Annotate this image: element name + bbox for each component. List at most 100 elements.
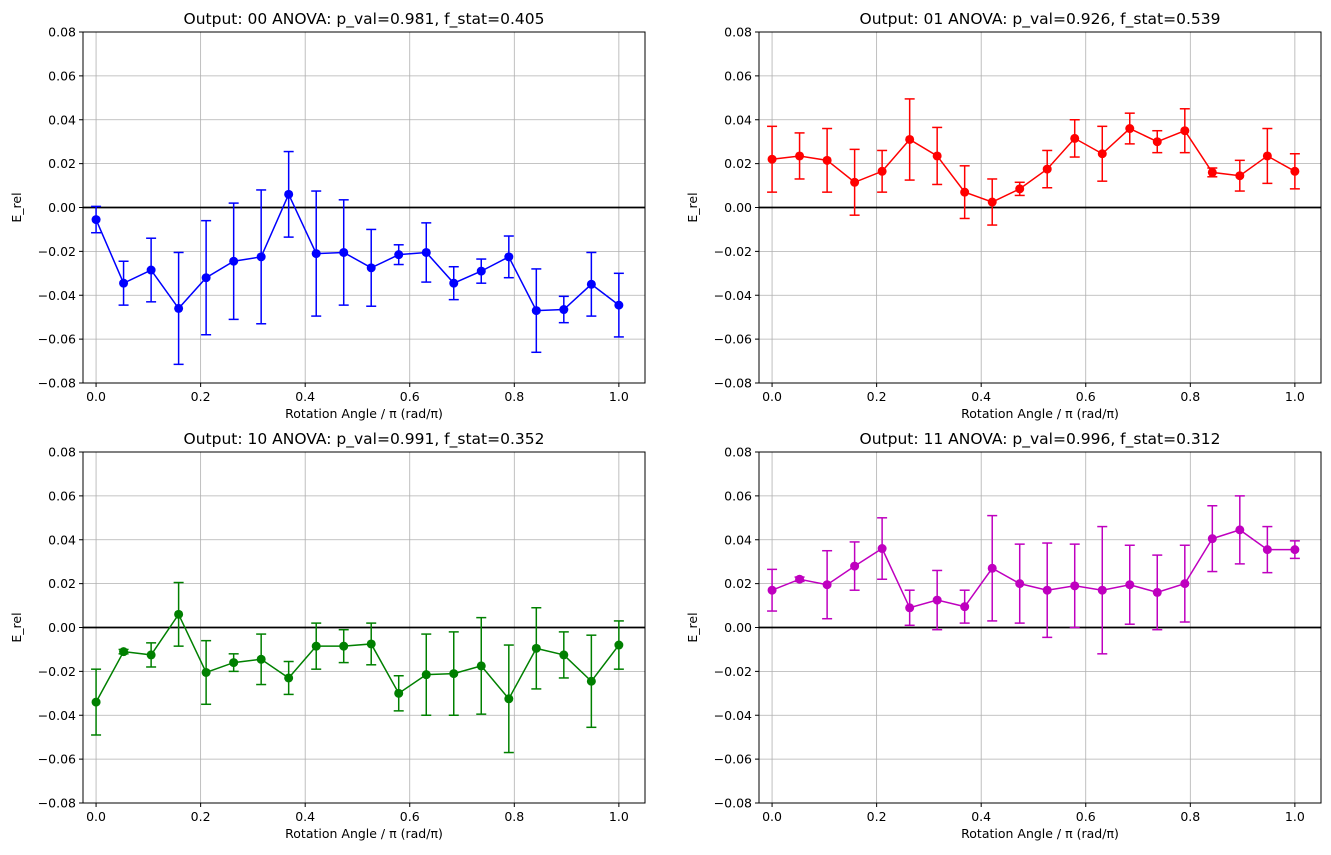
y-tick-label: 0.06 (48, 488, 76, 503)
x-tick-label: 0.6 (1076, 809, 1096, 824)
y-tick-label: 0.02 (48, 576, 76, 591)
data-point (311, 641, 321, 651)
y-axis-label: E_rel (685, 192, 700, 222)
y-tick-label: −0.04 (714, 288, 752, 303)
data-point (1235, 171, 1245, 181)
y-tick-label: 0.04 (724, 112, 752, 127)
data-point (174, 609, 184, 619)
data-point (1262, 545, 1272, 555)
y-tick-label: −0.06 (714, 752, 752, 767)
subplot-title: Output: 01 ANOVA: p_val=0.926, f_stat=0.… (860, 10, 1221, 29)
y-tick-label: −0.02 (714, 244, 752, 259)
y-axis-label: E_rel (685, 612, 700, 642)
data-point (504, 252, 514, 262)
data-point (449, 278, 459, 288)
x-tick-label: 0.2 (191, 809, 211, 824)
y-tick-label: −0.06 (38, 752, 76, 767)
x-tick-label: 0.8 (504, 389, 524, 404)
data-point (229, 658, 239, 668)
series-line (771, 529, 1295, 609)
x-axis-label: Rotation Angle / π (rad/π) (961, 826, 1119, 841)
y-tick-label: −0.06 (714, 332, 752, 347)
data-point (795, 574, 805, 584)
y-tick-label: −0.04 (714, 708, 752, 723)
subplot-title: Output: 00 ANOVA: p_val=0.981, f_stat=0.… (184, 10, 545, 29)
subplot-0: 0.0 0.2 0.4 0.6 0.8 1.0 −0.08 −0.06 −0.04 −0.02 0.… (9, 10, 646, 421)
data-point (311, 249, 321, 259)
data-point (1290, 166, 1300, 176)
subplot-1: 0.0 0.2 0.4 0.6 0.8 1.0 −0.08 −0.06 −0.04 −0.02 0.… (685, 10, 1322, 421)
y-tick-label: 0.00 (48, 200, 76, 215)
data-point (877, 166, 887, 176)
data-point (284, 189, 294, 199)
data-point (366, 639, 376, 649)
subplot-2: 0.0 0.2 0.4 0.6 0.8 1.0 −0.08 −0.06 −0.04 −0.02 0.… (9, 430, 646, 841)
data-point (1125, 580, 1135, 590)
y-axis-label: E_rel (9, 612, 24, 642)
data-point (822, 580, 832, 590)
data-point (284, 673, 294, 683)
data-point (531, 643, 541, 653)
y-tick-label: 0.08 (48, 25, 76, 40)
data-point (586, 279, 596, 289)
data-point (1125, 124, 1135, 134)
y-tick-label: 0.06 (724, 488, 752, 503)
subplot-title: Output: 11 ANOVA: p_val=0.996, f_stat=0.… (860, 430, 1221, 449)
data-point (366, 263, 376, 273)
y-tick-label: 0.04 (48, 112, 76, 127)
data-point (1042, 585, 1052, 595)
x-tick-label: 1.0 (1285, 809, 1305, 824)
x-tick-label: 0.0 (762, 389, 782, 404)
subplot-3: 0.0 0.2 0.4 0.6 0.8 1.0 −0.08 −0.06 −0.04 −0.02 0.… (685, 430, 1322, 841)
y-tick-label: 0.02 (724, 576, 752, 591)
y-tick-label: 0.00 (48, 620, 76, 635)
y-tick-label: −0.06 (38, 332, 76, 347)
y-tick-label: −0.04 (38, 288, 76, 303)
data-point (1152, 137, 1162, 147)
y-tick-label: 0.08 (724, 25, 752, 40)
data-point (987, 563, 997, 573)
data-point (229, 256, 239, 266)
series-line (95, 612, 620, 703)
data-point (987, 197, 997, 207)
y-tick-label: −0.02 (38, 664, 76, 679)
y-tick-label: −0.08 (714, 376, 752, 391)
data-point (146, 650, 156, 660)
data-point (91, 215, 101, 225)
y-tick-label: −0.02 (38, 244, 76, 259)
y-tick-label: −0.08 (714, 796, 752, 811)
data-point (767, 154, 777, 164)
x-axis-label: Rotation Angle / π (rad/π) (285, 826, 443, 841)
data-point (476, 661, 486, 671)
data-point (119, 278, 129, 288)
y-tick-label: −0.08 (38, 796, 76, 811)
data-point (1180, 579, 1190, 589)
data-point (822, 155, 832, 165)
subplot-title: Output: 10 ANOVA: p_val=0.991, f_stat=0.… (184, 430, 545, 449)
data-point (1180, 126, 1190, 136)
x-tick-label: 0.4 (295, 389, 315, 404)
y-tick-label: 0.06 (724, 68, 752, 83)
data-point (201, 273, 211, 283)
data-point (614, 300, 624, 310)
x-tick-label: 0.2 (867, 389, 887, 404)
x-tick-label: 0.6 (400, 389, 420, 404)
data-point (256, 252, 266, 262)
data-point (119, 647, 129, 657)
data-point (421, 247, 431, 257)
data-point (850, 561, 860, 571)
data-point (91, 697, 101, 707)
data-point (1042, 164, 1052, 174)
x-tick-label: 1.0 (609, 389, 629, 404)
data-point (1015, 184, 1025, 194)
y-tick-label: 0.04 (724, 532, 752, 547)
series-line (771, 127, 1296, 203)
data-point (960, 187, 970, 197)
data-point (1152, 587, 1162, 597)
x-tick-label: 0.4 (295, 809, 315, 824)
data-point (146, 265, 156, 275)
x-tick-label: 0.8 (1180, 389, 1200, 404)
data-point (905, 603, 915, 613)
data-point (559, 305, 569, 315)
data-point (850, 177, 860, 187)
